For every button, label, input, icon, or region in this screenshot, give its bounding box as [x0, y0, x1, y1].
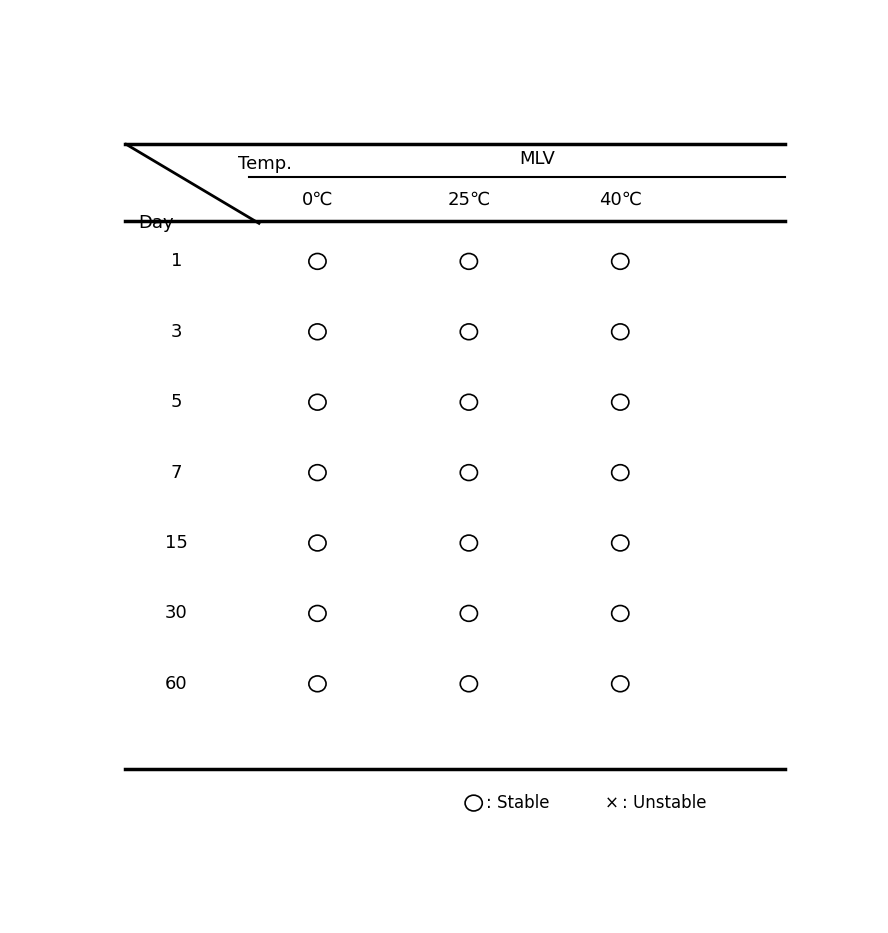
Text: 1: 1: [170, 253, 182, 271]
Text: 5: 5: [170, 393, 182, 411]
Text: 30: 30: [165, 605, 187, 622]
Text: 7: 7: [170, 464, 182, 481]
Text: : Unstable: : Unstable: [622, 794, 706, 812]
Text: MLV: MLV: [519, 149, 556, 168]
Text: ×: ×: [605, 794, 618, 812]
Text: 40℃: 40℃: [599, 190, 642, 209]
Text: Day: Day: [139, 214, 174, 232]
Text: : Stable: : Stable: [486, 794, 549, 812]
Text: 15: 15: [165, 534, 188, 552]
Text: 0℃: 0℃: [302, 190, 333, 209]
Text: 25℃: 25℃: [448, 190, 490, 209]
Text: 3: 3: [170, 323, 182, 341]
Text: 60: 60: [165, 675, 187, 693]
Text: Temp.: Temp.: [238, 155, 292, 173]
